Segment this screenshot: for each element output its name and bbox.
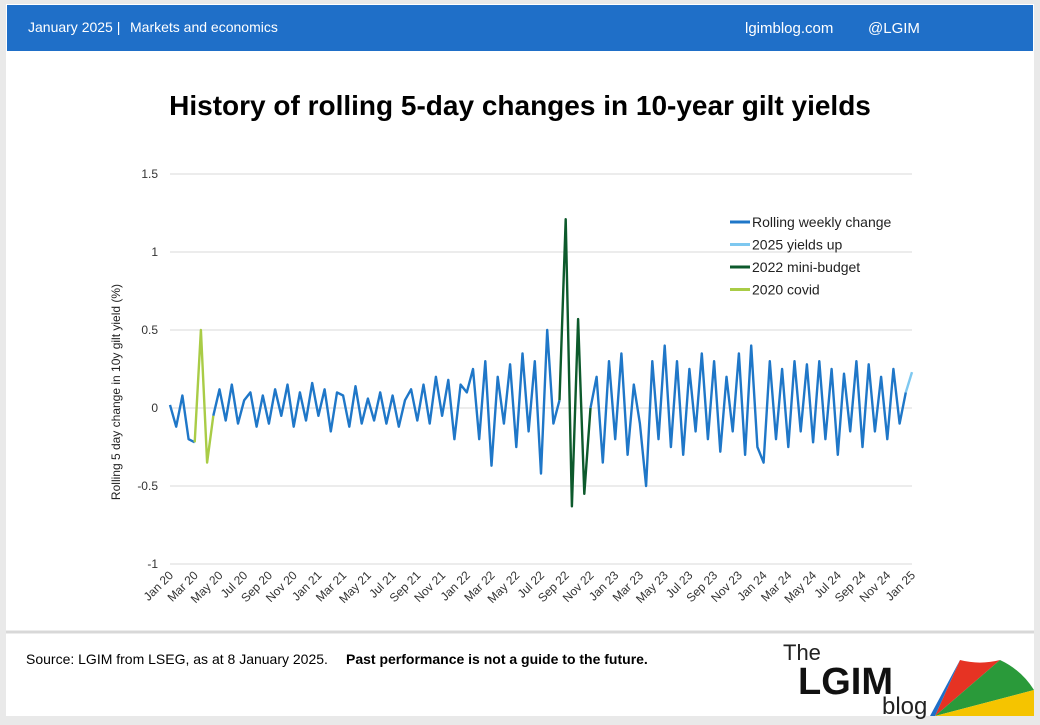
y-axis-label: Rolling 5 day change in 10y gilt yield (… — [109, 284, 123, 500]
y-tick-label: 0 — [151, 401, 158, 415]
logo-name: LGIM — [798, 661, 893, 703]
logo: The LGIM blog — [783, 640, 1034, 720]
y-tick-label: 1 — [151, 245, 158, 259]
header-site[interactable]: lgimblog.com — [745, 20, 833, 37]
legend-label: Rolling weekly change — [752, 214, 892, 230]
series-line — [904, 371, 914, 393]
logo-blog: blog — [882, 693, 927, 720]
footer-disclaimer: Past performance is not a guide to the f… — [346, 651, 648, 667]
legend-label: 2025 yields up — [752, 237, 843, 253]
legend-label: 2022 mini-budget — [752, 259, 860, 275]
series-line — [558, 218, 592, 508]
umbrella-yellow — [935, 690, 1034, 716]
series-line — [193, 328, 215, 464]
series-line — [168, 328, 907, 488]
legend-label: 2020 covid — [752, 282, 820, 298]
y-tick-label: 1.5 — [141, 167, 158, 181]
footer-source: Source: LGIM from LSEG, as at 8 January … — [26, 651, 328, 667]
panel — [6, 4, 1034, 716]
umbrella-blue — [930, 660, 960, 716]
header-bar — [7, 5, 1033, 51]
header-handle[interactable]: @LGIM — [868, 20, 920, 37]
y-tick-label: 0.5 — [141, 323, 158, 337]
y-tick-label: -1 — [147, 557, 158, 571]
umbrella-green — [935, 660, 1034, 716]
header-section: Markets and economics — [130, 19, 278, 35]
y-tick-label: -0.5 — [137, 479, 158, 493]
logo-the: The — [783, 640, 821, 665]
chart-title: History of rolling 5-day changes in 10-y… — [169, 90, 871, 121]
header-date: January 2025 | — [28, 19, 120, 35]
